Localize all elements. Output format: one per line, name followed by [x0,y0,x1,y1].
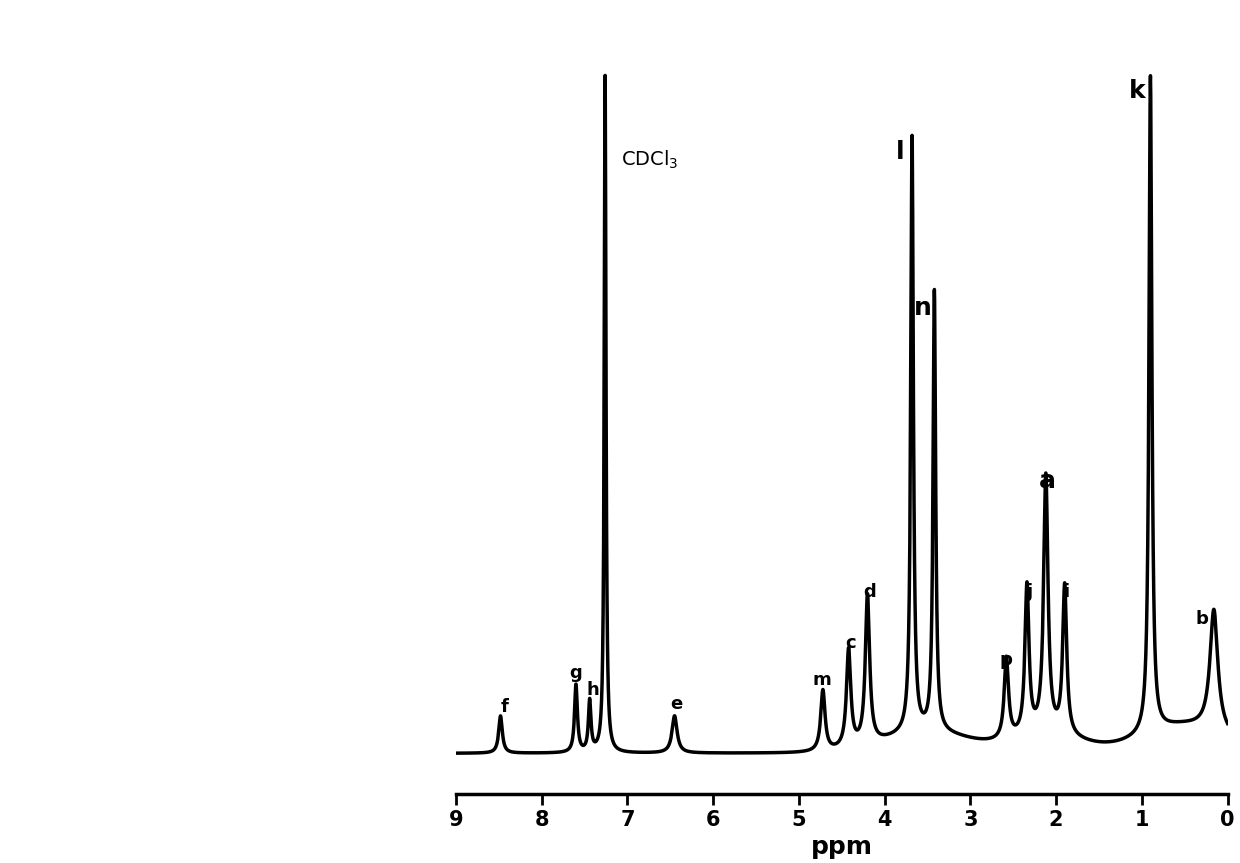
Text: f: f [501,698,508,716]
Text: c: c [844,633,856,652]
Text: n: n [914,296,932,320]
Text: m: m [812,671,832,689]
X-axis label: ppm: ppm [811,835,873,860]
Text: h: h [587,681,599,699]
Text: a: a [1039,469,1056,493]
Text: l: l [895,141,904,164]
Text: CDCl$_3$: CDCl$_3$ [621,148,678,171]
Text: p: p [999,651,1013,669]
Text: i: i [1064,583,1069,601]
Text: k: k [1130,79,1146,104]
Text: g: g [569,665,583,683]
Text: b: b [1195,610,1208,628]
Text: e: e [670,695,682,713]
Text: j: j [1027,583,1033,601]
Text: d: d [864,583,877,601]
